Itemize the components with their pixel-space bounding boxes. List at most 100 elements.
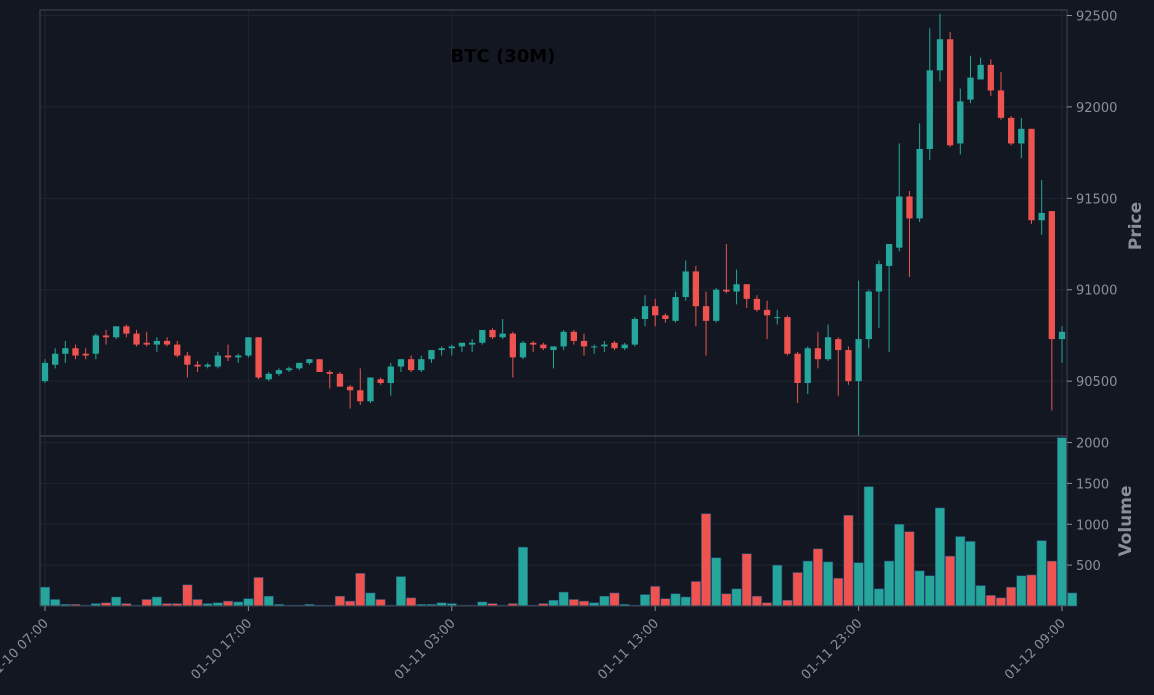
candle-body [977, 64, 984, 80]
candle-body [306, 359, 313, 363]
candle [418, 355, 425, 373]
candle [601, 340, 608, 352]
candle-body [102, 335, 110, 338]
candle-body [601, 344, 608, 347]
volume-bar [945, 555, 956, 607]
candle-body [265, 373, 272, 380]
candle-body [702, 306, 710, 321]
chart-title: BTC (30M) [451, 46, 556, 67]
candle [1058, 326, 1066, 363]
candle [723, 244, 730, 294]
volume-bar [934, 507, 945, 607]
volume-bar [568, 599, 579, 607]
candle-body [245, 337, 252, 356]
candle-body [753, 298, 761, 310]
candle-body [987, 64, 994, 91]
candle [1018, 117, 1025, 159]
volume-bar [40, 586, 50, 607]
candle-body [316, 359, 323, 373]
volume-bar [263, 595, 274, 607]
volume-bar [772, 564, 783, 607]
candle-body [682, 271, 689, 298]
volume-tick-label: 500 [1076, 559, 1101, 574]
candle-body [326, 372, 333, 374]
price-tick-label: 91000 [1076, 284, 1117, 299]
volume-bar [802, 560, 813, 607]
volume-bar [548, 599, 559, 607]
candle-body [672, 297, 679, 321]
candle [123, 324, 130, 338]
volume-bar [640, 594, 651, 607]
candle-body [489, 329, 496, 338]
candle-body [184, 355, 191, 365]
candle-body [967, 77, 974, 100]
volume-bar [792, 572, 803, 607]
candle [306, 359, 313, 365]
candle [519, 340, 527, 360]
volume-bar [975, 585, 986, 607]
candle [824, 324, 832, 362]
candle [316, 359, 323, 373]
volume-bar [863, 486, 874, 607]
volume-bar [996, 597, 1006, 607]
candle [997, 72, 1005, 120]
volume-bar [731, 588, 742, 607]
candle-body [641, 306, 649, 319]
volume-bar [914, 570, 925, 607]
price-tick-label: 90500 [1076, 375, 1117, 390]
volume-bar [670, 593, 681, 607]
volume-bar [904, 531, 915, 607]
price-axis-label: Price [1126, 202, 1146, 250]
price-tick-label: 92000 [1076, 101, 1117, 116]
volume-bar [141, 599, 152, 607]
candle-body [926, 70, 933, 149]
candle-body [1018, 128, 1025, 144]
candle [682, 260, 689, 301]
candle [540, 342, 547, 351]
candle-body [357, 390, 364, 402]
candle-body [916, 148, 923, 219]
candle-body [113, 326, 120, 338]
candle-body [1048, 211, 1055, 340]
candle [611, 340, 618, 351]
volume-bar [741, 553, 752, 607]
candle [753, 295, 761, 312]
candle [82, 348, 89, 360]
volume-bar [253, 577, 264, 607]
candle-body [194, 364, 201, 367]
candle-body [733, 284, 740, 292]
candle-body [652, 306, 659, 316]
candle [489, 328, 496, 340]
candle [336, 372, 344, 387]
candle [1007, 116, 1015, 146]
volume-bar [1016, 575, 1027, 607]
x-tick-label: 01-11 13:00 [595, 616, 662, 683]
candle [499, 318, 506, 340]
candle-body [407, 359, 415, 371]
price-panel-frame [39, 9, 1068, 437]
candle-body [1038, 212, 1045, 221]
candle [865, 289, 872, 349]
candle-body [468, 342, 476, 345]
candle-body [997, 90, 1005, 118]
candle-body [285, 368, 293, 371]
volume-bar [1026, 574, 1037, 607]
candle [631, 317, 639, 347]
candle-body [824, 337, 832, 360]
candle-body [723, 289, 730, 292]
candle-body [946, 39, 954, 146]
x-tick-label: 01-12 09:00 [1002, 616, 1069, 683]
candle-body [784, 317, 791, 354]
candle [662, 313, 669, 323]
candle [163, 337, 171, 347]
candle-body [62, 348, 69, 354]
candle-body [1007, 117, 1015, 144]
volume-bar [345, 600, 356, 607]
candle-body [743, 284, 750, 299]
candle-body [621, 344, 628, 349]
candle [885, 244, 893, 352]
price-grid [40, 10, 1067, 436]
candle [235, 353, 242, 363]
volume-bar [50, 599, 61, 607]
candle-body [530, 342, 537, 345]
